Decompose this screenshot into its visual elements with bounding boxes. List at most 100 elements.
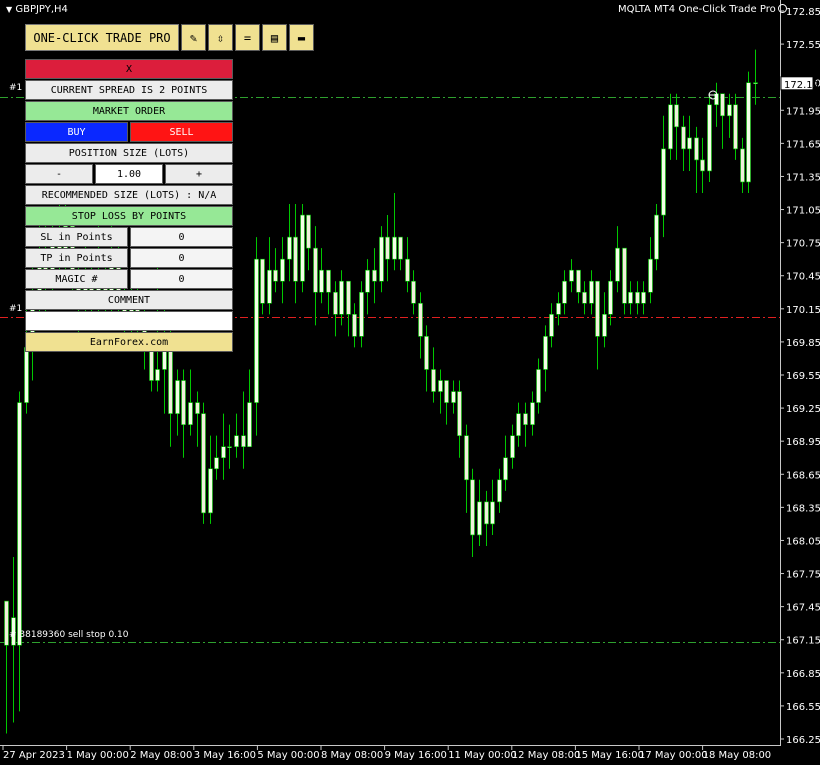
price-tick-label: 168.95 xyxy=(786,437,820,448)
bull-candle xyxy=(234,435,239,447)
order-type-button[interactable]: MARKET ORDER xyxy=(25,101,233,121)
bull-candle xyxy=(707,104,712,172)
price-tick-label: 171.65 xyxy=(786,139,820,150)
comment-label: COMMENT xyxy=(25,290,233,310)
bull-candle xyxy=(589,280,594,304)
bear-candle xyxy=(398,236,403,260)
bear-candle xyxy=(595,280,600,337)
bear-candle xyxy=(411,280,416,304)
increase-lots-button[interactable]: + xyxy=(165,164,233,184)
price-tick-label: 167.75 xyxy=(786,570,820,581)
bear-candle xyxy=(346,280,351,315)
bull-candle xyxy=(490,501,495,525)
bear-candle xyxy=(418,303,423,337)
symbol-title: ▼ GBPJPY,H4 xyxy=(6,4,68,15)
price-tick-label: 166.25 xyxy=(786,735,820,746)
decrease-lots-button[interactable]: - xyxy=(25,164,93,184)
bear-candle xyxy=(635,291,640,304)
bear-candle xyxy=(372,269,377,282)
bear-candle xyxy=(405,258,410,282)
bull-candle xyxy=(510,435,515,459)
bear-candle xyxy=(694,137,699,161)
bull-candle xyxy=(497,479,502,503)
bull-candle xyxy=(753,82,758,84)
clipboard-icon[interactable]: ▤ xyxy=(262,24,287,51)
price-tick-label: 172.85 xyxy=(786,7,820,18)
equals-icon[interactable]: = xyxy=(235,24,260,51)
buy-button[interactable]: BUY xyxy=(25,122,128,142)
bull-candle xyxy=(287,236,292,260)
order-marker-icon xyxy=(708,90,718,100)
bear-candle xyxy=(681,126,686,150)
time-tick-label: 5 May 00:00 xyxy=(257,750,319,761)
time-tick-label: 9 May 16:00 xyxy=(385,750,447,761)
pencil-icon[interactable]: ✎ xyxy=(181,24,206,51)
magic-label: MAGIC # xyxy=(25,269,128,289)
bear-candle xyxy=(457,391,462,436)
spread-display: CURRENT SPREAD IS 2 POINTS xyxy=(25,80,233,100)
time-tick-label: 27 Apr 2023 xyxy=(3,750,65,761)
bull-candle xyxy=(641,291,646,304)
sl-points-input[interactable]: 0 xyxy=(130,227,233,247)
lots-input[interactable]: 1.00 xyxy=(95,164,163,184)
bull-candle xyxy=(530,402,535,425)
comment-input[interactable] xyxy=(25,311,233,331)
price-tick-label: 170.45 xyxy=(786,272,820,283)
price-tick-label: 169.25 xyxy=(786,404,820,415)
bear-candle xyxy=(4,600,9,646)
bull-candle xyxy=(648,258,653,293)
price-tick-label: 169.85 xyxy=(786,338,820,349)
arrows-icon[interactable]: ⇳ xyxy=(208,24,233,51)
sl-label: SL in Points xyxy=(25,227,128,247)
time-tick-label: 3 May 16:00 xyxy=(194,750,256,761)
bear-candle xyxy=(352,314,357,337)
bear-candle xyxy=(241,435,246,447)
bear-candle xyxy=(313,247,318,293)
bull-candle xyxy=(668,104,673,150)
bull-candle xyxy=(661,148,666,216)
bear-candle xyxy=(326,269,331,293)
bull-candle xyxy=(11,617,16,646)
bear-candle xyxy=(306,214,311,249)
bull-candle xyxy=(359,291,364,337)
dropdown-triangle-icon[interactable]: ▼ xyxy=(6,5,13,14)
price-tick-label: 170.75 xyxy=(786,239,820,250)
smiley-icon xyxy=(777,4,787,13)
panel-title-button[interactable]: ONE-CLICK TRADE PRO xyxy=(25,24,179,51)
bull-candle xyxy=(543,336,548,370)
price-tick-label: 169.55 xyxy=(786,371,820,382)
price-tick-label: 167.45 xyxy=(786,603,820,614)
bear-candle xyxy=(582,291,587,304)
current-price-label: 172.19 xyxy=(784,80,819,91)
price-tick-label: 168.05 xyxy=(786,536,820,547)
bear-candle xyxy=(523,413,528,425)
ea-title: MQLTA MT4 One-Click Trade Pro xyxy=(618,4,787,15)
bull-candle xyxy=(188,402,193,425)
price-tick-label: 170.15 xyxy=(786,305,820,316)
bull-candle xyxy=(438,380,443,392)
tp-points-input[interactable]: 0 xyxy=(130,248,233,268)
bull-candle xyxy=(727,104,732,117)
time-tick-label: 17 May 00:00 xyxy=(639,750,708,761)
price-tick-label: 171.35 xyxy=(786,172,820,183)
stop-loss-mode-button[interactable]: STOP LOSS BY POINTS xyxy=(25,206,233,226)
bull-candle xyxy=(227,446,232,448)
bear-candle xyxy=(195,402,200,414)
bull-candle xyxy=(628,291,633,304)
bull-candle xyxy=(379,236,384,282)
time-tick-label: 18 May 08:00 xyxy=(703,750,772,761)
bull-candle xyxy=(208,468,213,514)
bear-candle xyxy=(484,501,489,525)
bear-candle xyxy=(201,413,206,514)
earnforex-link[interactable]: EarnForex.com xyxy=(25,332,233,352)
bull-candle xyxy=(17,402,22,646)
save-icon[interactable]: ▬ xyxy=(289,24,314,51)
time-tick-label: 2 May 08:00 xyxy=(130,750,192,761)
bull-candle xyxy=(687,137,692,150)
close-order-button[interactable]: X xyxy=(25,59,233,79)
magic-number-input[interactable]: 0 xyxy=(130,269,233,289)
time-tick-label: 12 May 08:00 xyxy=(512,750,581,761)
time-tick-label: 15 May 16:00 xyxy=(575,750,644,761)
bear-candle xyxy=(622,247,627,304)
sell-button[interactable]: SELL xyxy=(130,122,233,142)
